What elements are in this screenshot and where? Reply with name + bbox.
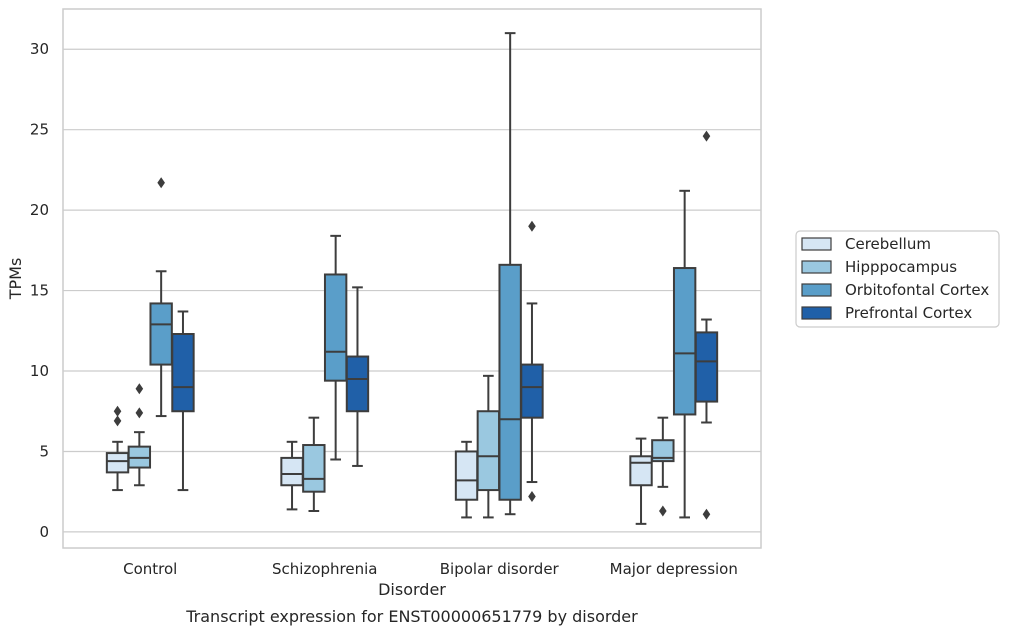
legend-frame [795, 230, 1000, 328]
y-tick-label-5: 5 [39, 442, 49, 460]
x-axis-label: Disorder [378, 580, 446, 599]
box-1-1 [302, 416, 326, 512]
plot-frame [62, 8, 762, 549]
legend-item-3: Prefrontal Cortex [801, 304, 972, 322]
box-0-2 [454, 440, 479, 519]
box-2-1 [323, 234, 348, 461]
box-body [345, 355, 370, 413]
box-0-0 [105, 405, 130, 492]
box-2-2 [498, 32, 522, 516]
y-tick-label-15: 15 [30, 282, 49, 300]
legend: Cerebellum Hipppocampus Orbitofontal Corte… [795, 230, 1000, 328]
legend-swatch [801, 283, 832, 297]
box-1-0 [127, 383, 152, 487]
legend-label: Prefrontal Cortex [845, 304, 972, 322]
box-body [498, 263, 522, 501]
box-1-2 [476, 374, 501, 519]
box-body [302, 444, 326, 493]
box-3-0 [171, 310, 195, 492]
box-body [651, 439, 675, 463]
y-tick-label-20: 20 [30, 201, 49, 219]
outlier-1 [113, 405, 122, 417]
x-tick-label-2: Bipolar disorder [440, 560, 560, 578]
box-1-3 [651, 416, 675, 517]
legend-label: Cerebellum [845, 235, 931, 253]
legend-item-1: Hipppocampus [801, 258, 957, 276]
box-2-0 [149, 177, 173, 418]
outlier-1 [135, 383, 144, 395]
outlier-1 [528, 220, 536, 232]
outlier-0 [528, 491, 536, 503]
box-body [694, 331, 719, 403]
box-body [476, 410, 501, 492]
box-body [105, 452, 130, 474]
outlier-0 [702, 508, 711, 520]
outlier-0 [659, 505, 667, 517]
box-3-2 [520, 220, 544, 503]
legend-swatch [801, 237, 832, 251]
box-body [171, 333, 195, 413]
legend-label: Hipppocampus [845, 258, 957, 276]
box-body [454, 450, 479, 501]
x-tick-label-1: Schizophrenia [272, 560, 377, 578]
legend-item-2: Orbitofontal Cortex [801, 281, 989, 299]
legend-swatch [801, 260, 832, 274]
legend-label: Orbitofontal Cortex [845, 281, 989, 299]
y-tick-label-30: 30 [30, 40, 49, 58]
box-body [323, 273, 348, 382]
box-0-3 [629, 437, 653, 525]
box-2-3 [672, 189, 697, 519]
box-3-3 [694, 130, 719, 520]
legend-item-0: Cerebellum [801, 235, 931, 253]
outlier-1 [702, 130, 711, 142]
x-tick-labels: Control Schizophrenia Bipolar disorder Majo… [123, 560, 738, 578]
box-body [520, 363, 544, 419]
y-tick-label-10: 10 [30, 362, 49, 380]
box-series [105, 32, 719, 525]
legend-swatch [801, 306, 832, 320]
outlier-0 [157, 177, 165, 189]
box-body [149, 302, 173, 366]
box-body [672, 267, 697, 416]
y-tick-labels: 0 5 10 15 20 25 30 [30, 40, 49, 541]
y-tick-label-0: 0 [39, 523, 49, 541]
outlier-0 [113, 415, 122, 427]
box-body [629, 455, 653, 487]
x-tick-label-3: Major depression [610, 560, 738, 578]
y-tick-label-25: 25 [30, 121, 49, 139]
box-3-1 [345, 286, 370, 467]
box-body [280, 456, 304, 487]
outlier-0 [135, 407, 144, 419]
chart-caption: Transcript expression for ENST0000065177… [185, 607, 638, 626]
y-axis-label: TPMs [6, 258, 25, 301]
x-tick-label-0: Control [123, 560, 177, 578]
